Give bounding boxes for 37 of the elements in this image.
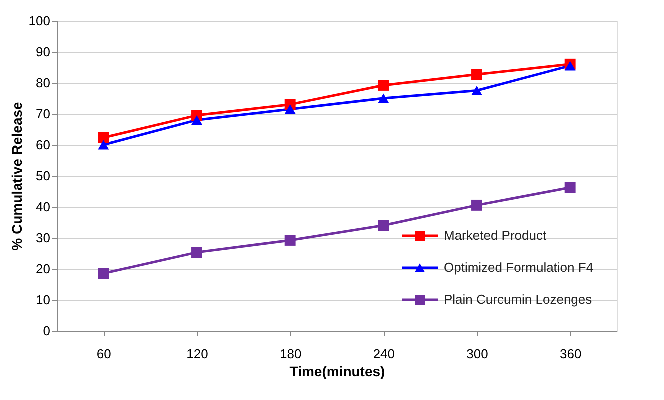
point: [378, 80, 390, 91]
legend-label: Marketed Product: [444, 228, 547, 243]
y-tick-label: 80: [36, 76, 50, 90]
y-tick-label: 60: [36, 138, 50, 152]
y-tick-label: 0: [43, 324, 50, 338]
point: [284, 235, 296, 246]
x-tick-label: 120: [186, 346, 208, 362]
y-tick-label: 90: [36, 44, 50, 60]
point: [472, 69, 482, 80]
y-tick-label: 50: [36, 168, 50, 184]
point: [98, 268, 110, 280]
x-tick-label: 180: [280, 346, 302, 362]
x-axis-title: Time(minutes): [290, 364, 386, 380]
point: [98, 132, 110, 144]
point: [564, 182, 576, 194]
x-tick-label: 240: [373, 346, 396, 362]
y-tick-label: 70: [36, 106, 50, 122]
point: [192, 247, 202, 258]
point: [192, 115, 202, 125]
point: [378, 220, 390, 232]
legend-label: Plain Curcumin Lozenges: [444, 292, 593, 307]
y-axis-title: % Cumulative Release: [8, 102, 25, 251]
x-tick-label: 60: [96, 346, 112, 362]
point: [378, 94, 390, 104]
point: [284, 104, 296, 114]
x-tick-label: 300: [466, 346, 488, 362]
legend-label: Optimized Formulation F4: [444, 260, 594, 275]
point: [472, 86, 482, 96]
y-tick-label: 40: [36, 200, 50, 214]
x-tick-label: 360: [560, 346, 582, 362]
point: [564, 61, 576, 71]
y-tick-label: 10: [36, 292, 50, 308]
y-tick-label: 20: [36, 262, 50, 276]
y-tick-label: 30: [36, 230, 50, 246]
point: [98, 140, 110, 150]
y-tick-label: 100: [28, 14, 50, 28]
point: [472, 200, 482, 211]
